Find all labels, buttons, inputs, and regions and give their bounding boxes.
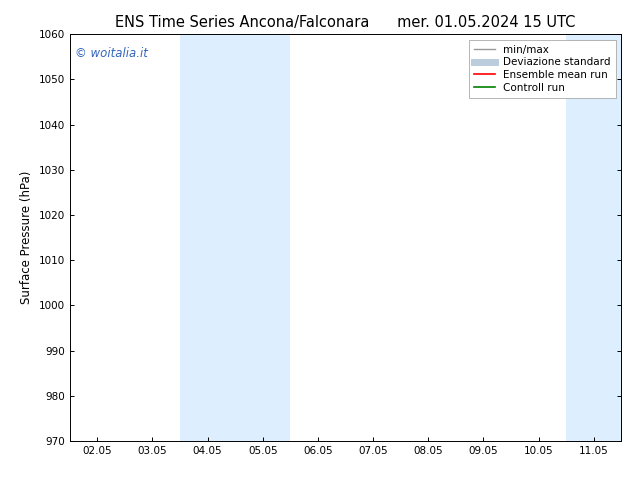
Bar	[566, 34, 621, 441]
Text: © woitalia.it: © woitalia.it	[75, 47, 148, 59]
Y-axis label: Surface Pressure (hPa): Surface Pressure (hPa)	[20, 171, 33, 304]
Title: ENS Time Series Ancona/Falconara      mer. 01.05.2024 15 UTC: ENS Time Series Ancona/Falconara mer. 01…	[115, 15, 576, 30]
Bar	[235, 34, 290, 441]
Legend: min/max, Deviazione standard, Ensemble mean run, Controll run: min/max, Deviazione standard, Ensemble m…	[469, 40, 616, 98]
Bar	[180, 34, 235, 441]
